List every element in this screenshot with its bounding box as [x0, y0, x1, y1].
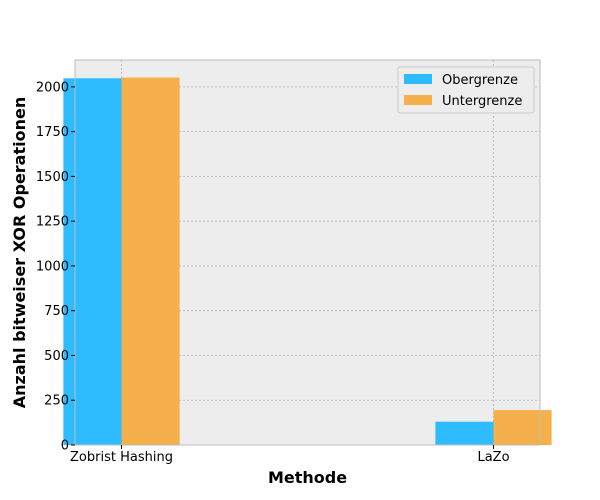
y-tick-label: 250 [44, 394, 69, 409]
x-tick-label: LaZo [477, 450, 509, 465]
legend-label-obergrenze: Obergrenze [442, 73, 518, 88]
y-axis-label: Anzahl bitweiser XOR Operationen [10, 97, 29, 408]
axis-ticks: 0 250 500 750 1000 1250 1500 1750 2000 Zobrist Ha… [36, 80, 510, 465]
legend-swatch-untergrenze [404, 95, 432, 105]
y-tick-label: 500 [44, 349, 69, 364]
plot-frame [74, 59, 541, 446]
y-tick-label: 750 [44, 304, 69, 319]
y-tick-label: 1250 [36, 215, 69, 230]
bars [63, 77, 552, 446]
x-tick-label: Zobrist Hashing [70, 450, 173, 465]
bar-untergrenze-1 [493, 410, 552, 445]
y-tick-label: 1000 [36, 259, 69, 274]
legend: Obergrenze Untergrenze [397, 66, 535, 114]
y-tick-label: 1750 [36, 125, 69, 140]
bar-obergrenze-0 [63, 78, 122, 446]
x-axis-label: Methode [268, 468, 347, 487]
legend-swatch-obergrenze [404, 74, 432, 84]
legend-label-untergrenze: Untergrenze [442, 94, 522, 109]
bar-obergrenze-1 [435, 421, 494, 445]
y-tick-label: 2000 [36, 80, 69, 95]
y-tick-label: 1500 [36, 170, 69, 185]
bar-untergrenze-0 [121, 77, 180, 446]
y-tick-label: 0 [61, 439, 69, 454]
